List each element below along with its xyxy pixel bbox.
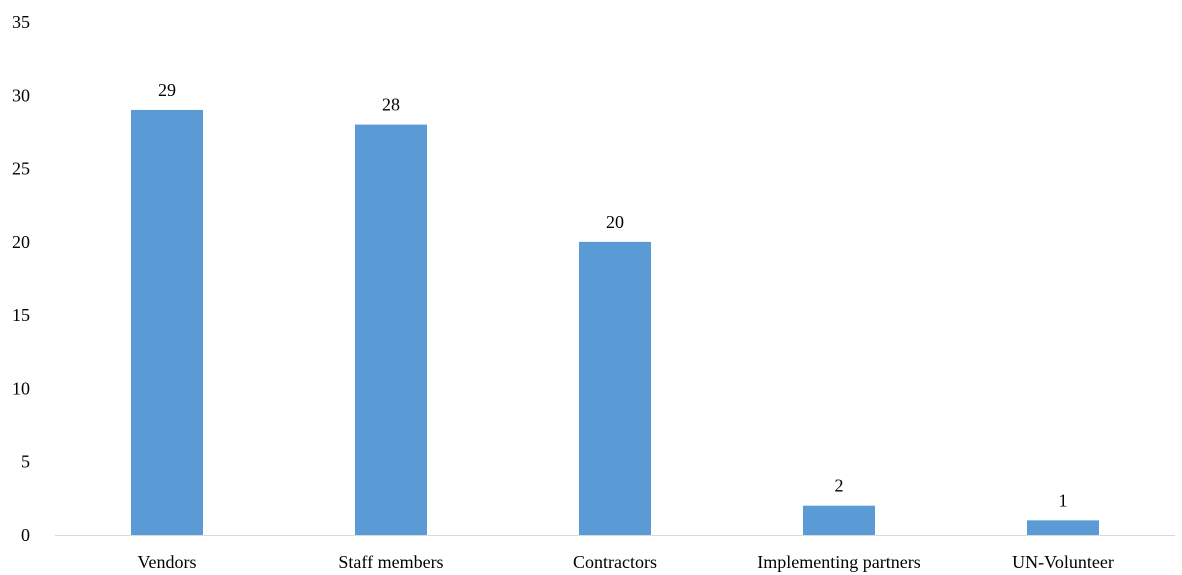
bar xyxy=(579,241,651,535)
bar xyxy=(1027,520,1099,535)
y-tick-label: 15 xyxy=(12,305,30,325)
x-tick-label: Staff members xyxy=(338,552,443,572)
data-label: 2 xyxy=(835,476,844,496)
bar xyxy=(355,124,427,535)
x-tick-label: UN-Volunteer xyxy=(1012,552,1114,572)
y-axis-ticks: 0 5 10 15 20 25 30 35 xyxy=(12,12,30,545)
bars xyxy=(131,109,1099,535)
x-tick-label: Vendors xyxy=(138,552,197,572)
x-tick-label: Contractors xyxy=(573,552,657,572)
y-tick-label: 20 xyxy=(12,232,30,252)
data-label: 29 xyxy=(158,80,176,100)
x-axis-category-labels: Vendors Staff members Contractors Implement… xyxy=(138,552,1114,572)
data-label: 1 xyxy=(1059,490,1068,510)
data-label: 20 xyxy=(606,212,624,232)
y-tick-label: 0 xyxy=(21,525,30,545)
data-label: 28 xyxy=(382,95,400,115)
y-tick-label: 25 xyxy=(12,159,30,179)
bar xyxy=(131,109,203,535)
y-tick-label: 5 xyxy=(21,452,30,472)
y-tick-label: 10 xyxy=(12,378,30,398)
data-labels: 29 28 20 2 1 xyxy=(158,80,1068,510)
bar xyxy=(803,505,875,535)
y-tick-label: 30 xyxy=(12,85,30,105)
y-tick-label: 35 xyxy=(12,12,30,32)
x-tick-label: Implementing partners xyxy=(757,552,920,572)
